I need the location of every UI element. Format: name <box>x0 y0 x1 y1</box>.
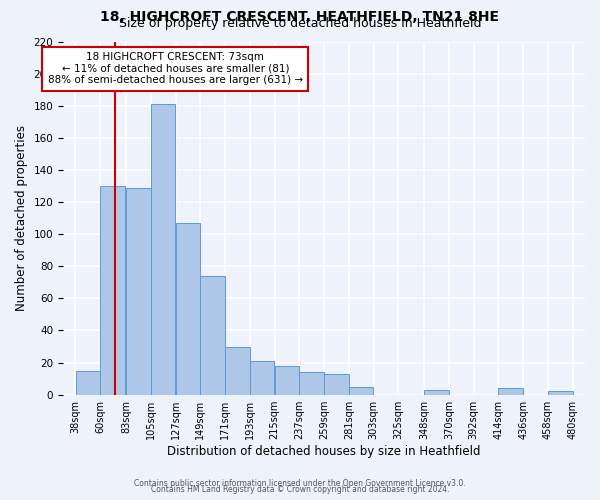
Bar <box>200 276 225 394</box>
Text: 18, HIGHCROFT CRESCENT, HEATHFIELD, TN21 8HE: 18, HIGHCROFT CRESCENT, HEATHFIELD, TN21… <box>101 10 499 24</box>
Bar <box>100 186 125 394</box>
Text: Size of property relative to detached houses in Heathfield: Size of property relative to detached ho… <box>119 18 481 30</box>
Bar <box>275 366 299 394</box>
Bar <box>225 346 250 395</box>
Bar <box>151 104 175 395</box>
Bar <box>126 188 151 394</box>
Bar <box>324 374 349 394</box>
Bar <box>548 392 572 394</box>
Bar <box>499 388 523 394</box>
Text: Contains HM Land Registry data © Crown copyright and database right 2024.: Contains HM Land Registry data © Crown c… <box>151 485 449 494</box>
Bar <box>349 386 373 394</box>
Text: 18 HIGHCROFT CRESCENT: 73sqm
← 11% of detached houses are smaller (81)
88% of se: 18 HIGHCROFT CRESCENT: 73sqm ← 11% of de… <box>47 52 303 86</box>
Bar <box>176 223 200 394</box>
Y-axis label: Number of detached properties: Number of detached properties <box>15 125 28 311</box>
Bar <box>299 372 324 394</box>
Bar <box>424 390 449 394</box>
Text: Contains public sector information licensed under the Open Government Licence v3: Contains public sector information licen… <box>134 478 466 488</box>
X-axis label: Distribution of detached houses by size in Heathfield: Distribution of detached houses by size … <box>167 444 481 458</box>
Bar <box>250 361 274 394</box>
Bar <box>76 370 100 394</box>
